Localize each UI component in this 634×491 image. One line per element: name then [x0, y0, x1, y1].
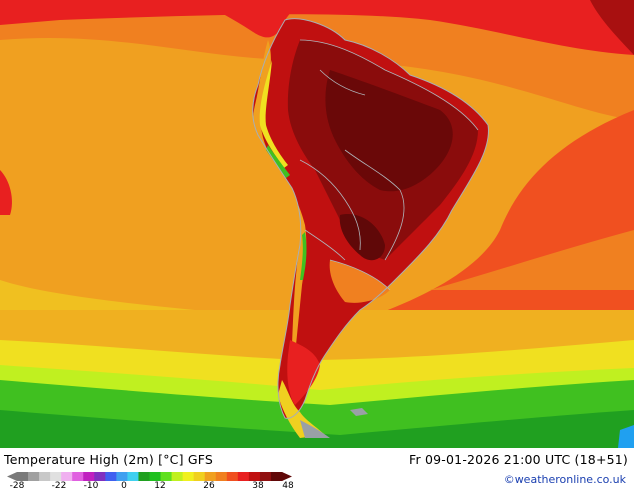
legend-swatch	[160, 472, 173, 481]
legend-tick: -22	[51, 481, 67, 491]
legend-swatch	[270, 472, 283, 481]
legend-tick: -28	[9, 481, 25, 491]
legend-tick: 0	[121, 481, 127, 491]
legend-swatch	[149, 472, 162, 481]
legend-tick: 38	[252, 481, 264, 491]
legend-swatch	[127, 472, 139, 481]
map-footer: Temperature High (2m) [°C] GFS Fr 09-01-…	[0, 448, 634, 491]
legend-swatch	[61, 472, 73, 481]
legend-tick: -10	[83, 481, 99, 491]
legend-swatch	[182, 472, 195, 481]
legend-arrow-right	[282, 472, 292, 481]
legend-swatch	[204, 472, 217, 481]
legend-swatch	[83, 472, 95, 481]
run-info: Fr 09-01-2026 21:00 UTC (18+51)	[409, 452, 628, 467]
legend-swatch	[226, 472, 239, 481]
legend-swatch	[116, 472, 128, 481]
legend-swatch	[17, 472, 29, 481]
legend-tick: 48	[282, 481, 294, 491]
legend-tick: 12	[154, 481, 166, 491]
temperature-map	[0, 0, 634, 448]
legend-swatch	[28, 472, 40, 481]
legend-swatch	[94, 472, 106, 481]
legend-swatch	[39, 472, 51, 481]
legend-swatch	[248, 472, 261, 481]
color-legend: -28 -22 -10 0 12 26 38 48	[0, 472, 300, 491]
legend-swatch	[138, 472, 150, 481]
legend-swatch	[193, 472, 206, 481]
legend-arrow-left	[7, 472, 17, 481]
legend-swatch	[105, 472, 117, 481]
legend-swatch	[50, 472, 62, 481]
legend-color-bar	[7, 472, 292, 481]
credit-link[interactable]: ©weatheronline.co.uk	[503, 473, 626, 486]
legend-swatch	[259, 472, 272, 481]
legend-swatch	[215, 472, 228, 481]
legend-swatch	[237, 472, 250, 481]
map-title: Temperature High (2m) [°C] GFS	[4, 452, 214, 467]
legend-swatch	[72, 472, 84, 481]
legend-tick: 26	[203, 481, 215, 491]
legend-swatch	[171, 472, 184, 481]
